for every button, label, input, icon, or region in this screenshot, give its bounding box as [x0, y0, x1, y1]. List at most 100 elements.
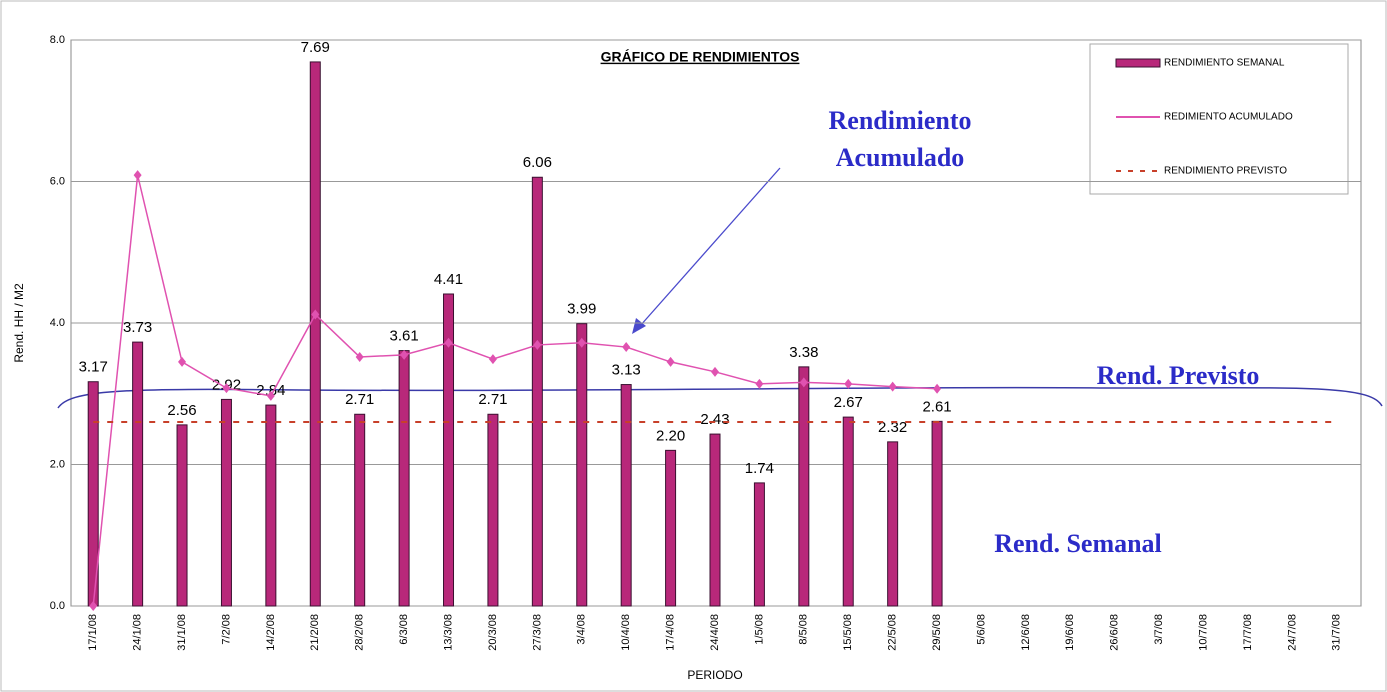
marker [711, 366, 719, 377]
previsto-curve [57, 386, 1383, 409]
value-label: 3.99 [567, 301, 596, 318]
line [92, 174, 938, 607]
x-tick-label: 29/5/08 [931, 614, 943, 651]
marker [222, 383, 231, 394]
bar [620, 384, 632, 607]
x-tick-label: 27/3/08 [531, 614, 543, 651]
value-label: 2.32 [878, 419, 907, 436]
x-tick-label: 13/3/08 [442, 614, 454, 651]
marker [666, 356, 675, 367]
bar [443, 293, 455, 607]
bar [354, 413, 366, 607]
bar [531, 176, 543, 607]
marker [89, 601, 98, 611]
x-tick-label: 7/2/08 [220, 614, 232, 645]
bar [309, 61, 321, 607]
x-tick-label: 24/7/08 [1286, 614, 1298, 651]
x-tick-label: 20/3/08 [487, 614, 499, 651]
y-tick-label: 0.0 [50, 600, 65, 612]
bar [753, 482, 765, 607]
marker [266, 390, 275, 401]
value-label: 2.71 [478, 391, 507, 408]
value-label: 2.67 [834, 394, 863, 411]
marker [311, 309, 320, 320]
marker [577, 337, 586, 348]
x-tick-label: 22/5/08 [887, 614, 899, 651]
arrowhead [632, 318, 646, 334]
x-tick-label: 17/4/08 [664, 614, 676, 651]
value-label: 7.69 [301, 39, 330, 56]
x-tick-label: 1/5/08 [753, 614, 765, 645]
value-label: 3.13 [612, 362, 641, 379]
marker [355, 351, 364, 362]
bar [931, 420, 943, 607]
x-tick-label: 24/4/08 [709, 614, 721, 651]
bar [798, 366, 810, 607]
marker [488, 354, 497, 365]
x-tick-label: 17/1/08 [87, 614, 99, 651]
legend-label: RENDIMIENTO PREVISTO [1164, 166, 1287, 177]
value-label: 2.43 [700, 411, 729, 428]
bar [176, 424, 188, 607]
marker [178, 356, 187, 367]
marker [133, 170, 142, 181]
annotation: Rendimiento [829, 106, 972, 135]
arrow [639, 167, 781, 327]
marker [933, 383, 942, 394]
value-label: 2.56 [167, 402, 196, 419]
value-label: 2.20 [656, 427, 685, 444]
marker [444, 337, 453, 348]
x-tick-label: 15/5/08 [842, 614, 854, 651]
bar [665, 449, 677, 607]
x-tick-label: 26/6/08 [1109, 614, 1121, 651]
legend [1089, 43, 1349, 195]
x-tick-label: 31/7/08 [1331, 614, 1343, 651]
marker [533, 339, 542, 350]
x-tick-label: 19/6/08 [1064, 614, 1076, 651]
x-tick-label: 8/5/08 [798, 614, 810, 645]
marker [799, 377, 808, 388]
bar [398, 350, 410, 607]
marker [888, 381, 897, 392]
value-label: 3.38 [789, 344, 818, 361]
chart-title: GRÁFICO DE RENDIMIENTOS [601, 49, 800, 65]
value-label: 1.74 [745, 460, 774, 477]
value-label: 2.71 [345, 391, 374, 408]
x-tick-label: 10/7/08 [1197, 614, 1209, 651]
y-axis-label: Rend. HH / M2 [12, 283, 26, 363]
legend-label: RENDIMIENTO SEMANAL [1164, 58, 1285, 69]
annotation: Rend. Previsto [1097, 361, 1260, 390]
legend-swatch [1115, 58, 1161, 68]
bar [132, 341, 144, 607]
x-tick-label: 3/7/08 [1153, 614, 1165, 645]
x-tick-label: 14/2/08 [265, 614, 277, 651]
x-tick-label: 28/2/08 [354, 614, 366, 651]
x-tick-label: 3/4/08 [576, 614, 588, 645]
annotation: Rend. Semanal [994, 529, 1162, 558]
value-label: 3.73 [123, 319, 152, 336]
legend-label: REDIMIENTO ACUMULADO [1164, 112, 1293, 123]
value-label: 3.61 [390, 328, 419, 345]
marker [755, 378, 764, 389]
y-tick-label: 2.0 [50, 458, 65, 470]
y-tick-label: 8.0 [50, 34, 65, 46]
bar [220, 398, 232, 607]
x-tick-label: 24/1/08 [132, 614, 144, 651]
x-tick-label: 31/1/08 [176, 614, 188, 651]
x-tick-label: 5/6/08 [975, 614, 987, 645]
value-label: 2.61 [922, 398, 951, 415]
value-label: 3.17 [79, 359, 108, 376]
x-axis-label: PERIODO [687, 668, 742, 682]
bar [887, 441, 899, 607]
x-tick-label: 17/7/08 [1242, 614, 1254, 651]
bar [487, 413, 499, 607]
y-tick-label: 4.0 [50, 317, 65, 329]
value-label: 6.06 [523, 154, 552, 171]
marker [622, 342, 631, 353]
bar [265, 404, 277, 607]
annotation: Acumulado [836, 143, 965, 172]
x-tick-label: 21/2/08 [309, 614, 321, 651]
marker [844, 378, 853, 389]
bar [576, 323, 588, 607]
